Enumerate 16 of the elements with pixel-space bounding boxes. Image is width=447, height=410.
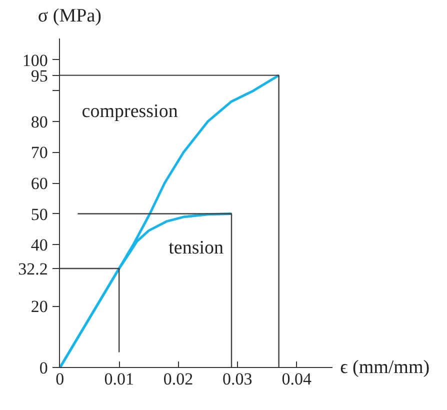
x-tick-label: 0.02 [163, 370, 194, 389]
x-tick-label: 0.04 [282, 370, 312, 389]
x-tick-label: 0.01 [104, 370, 134, 389]
y-tick-label: 40 [30, 236, 48, 255]
series-label: tension [168, 237, 224, 258]
x-tick-label: 0.03 [222, 370, 252, 389]
x-axis-title: ϵ (mm/mm) [340, 357, 430, 378]
y-tick-label: 70 [30, 143, 48, 162]
y-tick-label: 50 [30, 204, 48, 224]
y-axis-title: σ (MPa) [38, 5, 102, 26]
y-tick-label: 32.2 [18, 260, 48, 279]
x-tick-label: 0 [56, 370, 64, 389]
y-tick-label: 80 [30, 112, 48, 132]
series-label: compression [82, 100, 178, 122]
y-tick-label: 60 [30, 174, 48, 194]
y-tick-label: 20 [30, 297, 48, 316]
